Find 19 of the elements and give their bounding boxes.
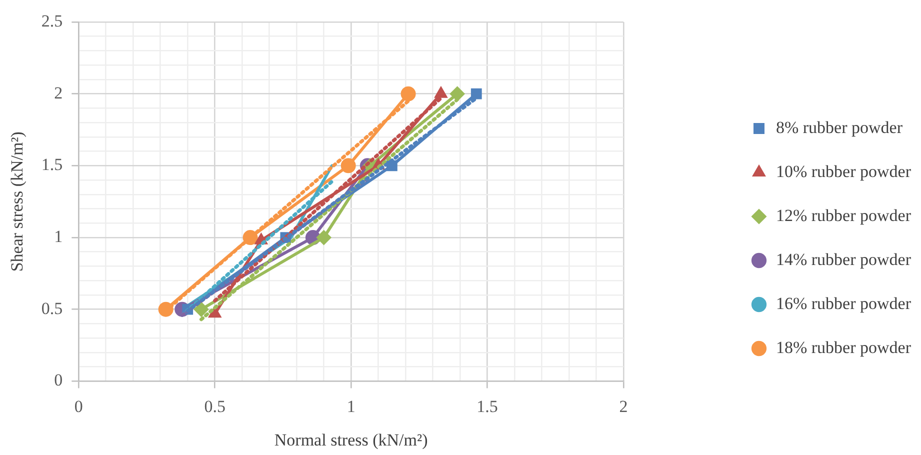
y-tick-label: 1 [54,226,63,246]
x-tick-label: 0 [74,396,83,416]
legend-label: 14% rubber powder [776,250,912,269]
x-tick-label: 1 [346,396,356,416]
legend-label: 8% rubber powder [776,118,903,137]
x-tick-label: 2 [619,396,628,416]
y-tick-label: 2 [54,83,63,102]
legend-label: 10% rubber powder [776,162,912,181]
legend-label: 18% rubber powder [776,338,912,357]
y-tick-label: 0 [54,370,63,390]
legend-label: 12% rubber powder [776,206,912,225]
y-tick-label: 0.5 [41,298,63,318]
legend-label: 16% rubber powder [776,294,912,313]
x-tick-label: 0.5 [204,396,226,416]
y-axis-title: Shear stress (kN/m²) [8,132,27,272]
y-tick-label: 1.5 [41,155,63,174]
x-tick-label: 1.5 [476,396,498,416]
x-axis-title: Normal stress (kN/m²) [274,430,428,450]
y-tick-label: 2.5 [41,11,63,30]
